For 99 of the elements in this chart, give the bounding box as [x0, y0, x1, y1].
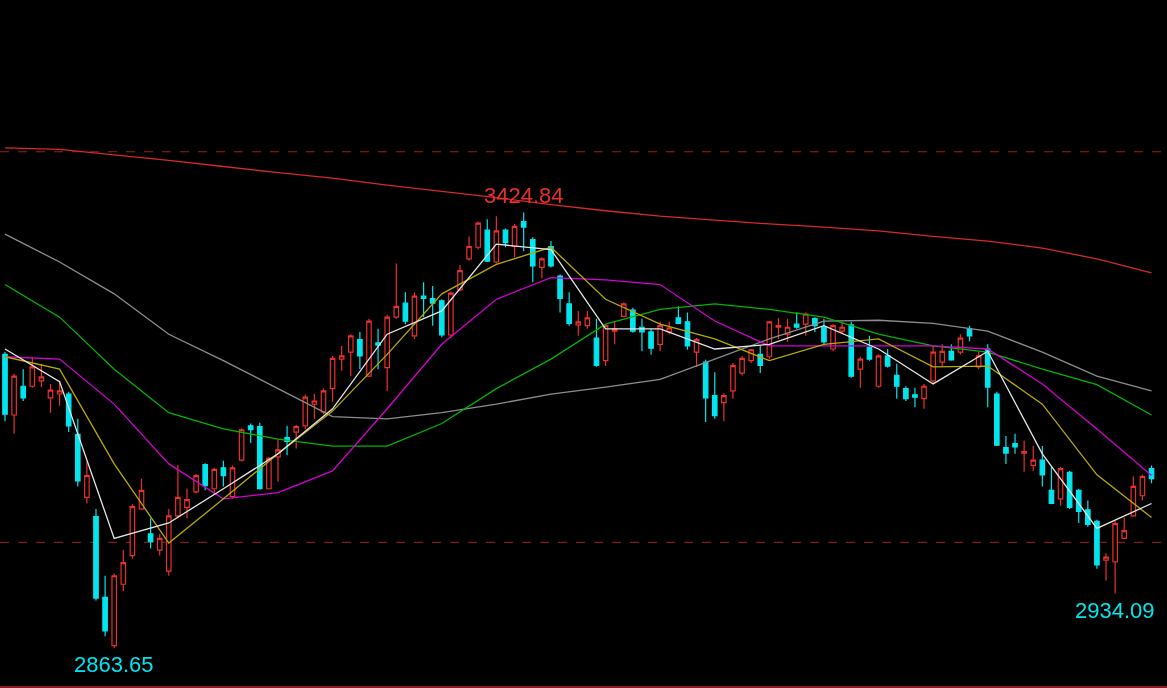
candlestick	[1103, 552, 1109, 581]
candlestick	[184, 488, 190, 519]
candlestick	[375, 328, 381, 370]
candlestick	[757, 345, 764, 374]
candlestick	[620, 301, 627, 318]
candlestick	[438, 298, 445, 338]
annotation: 2863.65	[74, 652, 154, 677]
candlestick	[529, 236, 536, 283]
candlestick	[775, 317, 782, 340]
candlestick	[893, 363, 900, 400]
candlestick	[1048, 466, 1055, 505]
candlestick	[484, 218, 491, 263]
candlestick	[29, 356, 36, 389]
candlestick	[657, 321, 663, 352]
candlestick	[429, 285, 436, 327]
candlestick	[839, 321, 845, 335]
candlestick	[111, 572, 118, 649]
candlestick	[384, 314, 391, 392]
candlestick	[539, 256, 545, 279]
candlestick	[848, 321, 855, 379]
candlestick	[884, 348, 891, 369]
annotation: 2934.09	[1075, 598, 1155, 623]
candlestick	[175, 464, 181, 519]
candlestick	[448, 290, 454, 339]
candlestick	[202, 462, 209, 491]
candlestick	[1003, 435, 1009, 465]
candlestick	[1012, 433, 1018, 455]
candlestick	[402, 291, 409, 325]
candlestick	[739, 355, 745, 376]
candlestick	[711, 371, 718, 420]
candlestick	[466, 235, 472, 262]
candlestick	[1075, 488, 1082, 524]
candlestick	[275, 438, 281, 483]
candlestick	[639, 318, 645, 352]
candlestick	[1066, 470, 1073, 510]
candlestick	[912, 387, 918, 408]
candlestick	[84, 460, 90, 505]
candlestick	[493, 215, 500, 265]
candlestick	[721, 392, 727, 422]
candlestick	[675, 305, 682, 325]
candlestick	[247, 422, 254, 444]
candlestick	[193, 473, 199, 495]
annotation: 3424.84	[484, 183, 564, 208]
candlestick	[566, 291, 572, 327]
candlestick	[11, 373, 17, 435]
candlestick	[302, 394, 309, 430]
candlestick	[165, 508, 172, 577]
candlestick	[329, 355, 336, 403]
candlestick	[211, 467, 218, 495]
candlestick	[102, 575, 108, 637]
candlestick	[357, 331, 363, 370]
candlestick	[584, 310, 591, 330]
candlestick	[1030, 445, 1037, 472]
candlestick	[47, 383, 54, 414]
candlestick	[611, 321, 618, 345]
candlestick	[220, 460, 227, 488]
candlestick	[702, 359, 709, 423]
candlestick	[857, 356, 864, 389]
candlestick	[921, 383, 927, 410]
candlestick	[903, 385, 909, 402]
candlestick	[557, 273, 563, 314]
candlestick	[2, 351, 8, 422]
candlestick	[802, 311, 809, 337]
candlestick	[475, 221, 481, 251]
candlestick	[20, 368, 27, 402]
candlestick	[930, 345, 936, 384]
candlestick	[338, 345, 345, 372]
candlestick	[948, 343, 955, 362]
candlestick	[1112, 520, 1118, 595]
candlestick	[575, 310, 582, 337]
candlestick	[593, 318, 600, 368]
candlestick	[1094, 519, 1100, 570]
candlestick	[648, 328, 654, 356]
candlestick	[256, 422, 263, 491]
candlestick	[120, 549, 127, 592]
candlestick	[366, 318, 372, 378]
candlestick	[520, 211, 527, 252]
candlestick	[293, 424, 300, 449]
candlestick	[311, 393, 318, 420]
candlestick	[38, 363, 45, 388]
candlestick	[994, 391, 1000, 447]
candlestick	[1021, 440, 1027, 473]
candlestick	[939, 343, 946, 367]
candlestick	[821, 318, 827, 345]
candlestick	[156, 533, 163, 557]
candlestick	[1039, 445, 1046, 488]
candlestick	[147, 517, 154, 550]
candlestick	[1130, 475, 1137, 518]
candlestick	[347, 333, 354, 377]
candlestick	[875, 353, 882, 389]
candlestick	[793, 311, 800, 330]
candlestick	[56, 380, 63, 407]
candlestick	[420, 281, 427, 318]
candlestick	[730, 362, 736, 400]
candlestick	[393, 262, 400, 320]
candlestick	[266, 456, 272, 491]
candlestick	[1121, 516, 1128, 540]
candlestick	[93, 508, 99, 602]
candlestick	[74, 418, 81, 488]
